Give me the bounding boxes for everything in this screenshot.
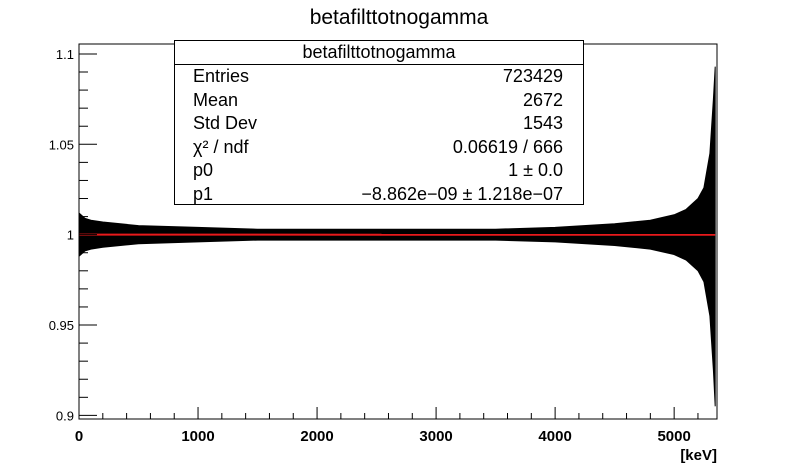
x-axis-label: [keV] xyxy=(680,447,717,464)
y-tick-label: 1.1 xyxy=(56,47,74,62)
stats-label: Entries xyxy=(193,66,250,86)
x-tick-label: 4000 xyxy=(538,428,571,445)
stats-row: Entries 723429 xyxy=(175,65,583,89)
x-tick-label: 3000 xyxy=(419,428,452,445)
stats-value: 2672 xyxy=(522,89,563,110)
stats-label: p0 xyxy=(193,160,214,180)
stats-value: −8.862e−09 ± 1.218e−07 xyxy=(361,183,563,204)
x-tick-label: 0 xyxy=(75,428,83,445)
stats-row: p1 −8.862e−09 ± 1.218e−07 xyxy=(175,183,583,207)
x-tick-label: 2000 xyxy=(300,428,333,445)
y-tick-label: 0.9 xyxy=(56,408,74,423)
stats-value: 1543 xyxy=(522,113,563,133)
stats-value: 1 ± 0.0 xyxy=(508,160,563,180)
stats-box: betafilttotnogamma Entries 723429 Mean 2672… xyxy=(174,40,584,205)
axes: 0 1000 2000 3000 4000 5000 0.9 0.95 1 1.05 1.1 xyxy=(49,43,718,445)
y-tick-label: 1.05 xyxy=(49,137,74,152)
x-tick-label: 1000 xyxy=(181,428,214,445)
stats-label: Std Dev xyxy=(193,113,258,133)
histogram-band xyxy=(78,66,716,407)
stats-row: p0 1 ± 0.0 xyxy=(175,159,583,183)
y-tick-label: 0.95 xyxy=(49,318,74,333)
data-layer xyxy=(78,66,716,407)
stats-row: Mean 2672 xyxy=(175,89,583,113)
stats-label: p1 xyxy=(193,183,214,204)
stats-label: Mean xyxy=(193,89,239,110)
stats-row: Std Dev 1543 xyxy=(175,112,583,136)
stats-value: 0.06619 / 666 xyxy=(452,136,563,157)
stats-title: betafilttotnogamma xyxy=(175,41,583,65)
stats-label: χ² / ndf xyxy=(193,136,249,157)
chart-title: betafilttotnogamma xyxy=(310,6,489,29)
stats-row: χ² / ndf 0.06619 / 666 xyxy=(175,136,583,160)
y-tick-label: 1 xyxy=(67,228,74,243)
stats-rows: Entries 723429 Mean 2672 Std Dev 1543 χ² / ndf… xyxy=(175,65,583,206)
stats-value: 723429 xyxy=(502,66,563,86)
x-tick-label: 5000 xyxy=(657,428,690,445)
